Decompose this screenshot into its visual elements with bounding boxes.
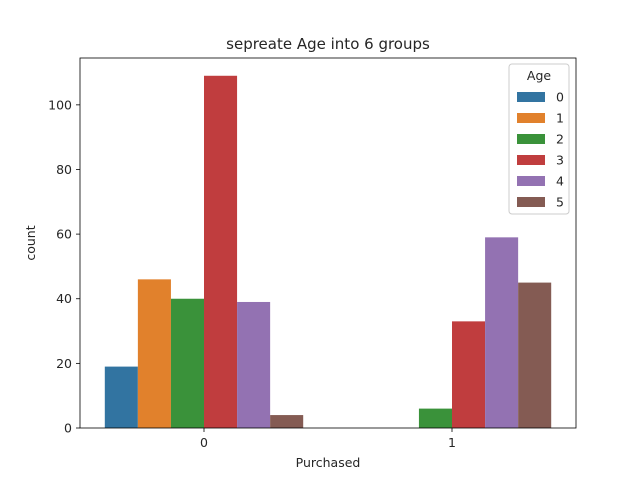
x-tick-label: 1 [448,435,456,450]
y-tick-label: 60 [56,227,72,242]
bar-age-5-purchased-0 [270,415,304,428]
bar-age-3-purchased-1 [452,321,486,428]
bar-age-4-purchased-0 [237,301,271,428]
x-axis-title: Purchased [296,455,361,470]
legend-swatch-5 [517,197,545,207]
legend-label-3: 3 [556,153,564,168]
chart-title: sepreate Age into 6 groups [226,35,430,53]
legend-label-5: 5 [556,195,564,210]
bar-age-3-purchased-0 [204,75,238,429]
legend: Age 0 1 2 3 4 5 [508,63,570,215]
bar-age-1-purchased-0 [137,279,171,428]
legend-title: Age [527,68,551,83]
y-tick-label: 20 [56,356,72,371]
bar-age-5-purchased-1 [518,282,552,428]
legend-label-0: 0 [556,90,564,105]
legend-swatch-2 [517,134,545,144]
bar-age-4-purchased-1 [485,237,519,428]
y-tick-label: 80 [56,162,72,177]
legend-label-1: 1 [556,111,564,126]
legend-swatch-0 [517,92,545,102]
legend-label-4: 4 [556,174,564,189]
legend-label-2: 2 [556,132,564,147]
bar-age-2-purchased-1 [418,408,452,428]
bar-age-0-purchased-0 [104,366,138,428]
y-tick-label: 40 [56,291,72,306]
plot-frame [79,57,577,429]
x-tick-label: 0 [200,435,208,450]
y-tick-label: 100 [48,97,72,112]
legend-swatch-1 [517,113,545,123]
y-tick-label: 0 [64,421,72,436]
legend-swatch-4 [517,176,545,186]
bars-group [104,75,552,429]
bar-age-2-purchased-0 [170,298,204,428]
legend-swatch-3 [517,155,545,165]
y-axis-title: count [23,225,38,260]
